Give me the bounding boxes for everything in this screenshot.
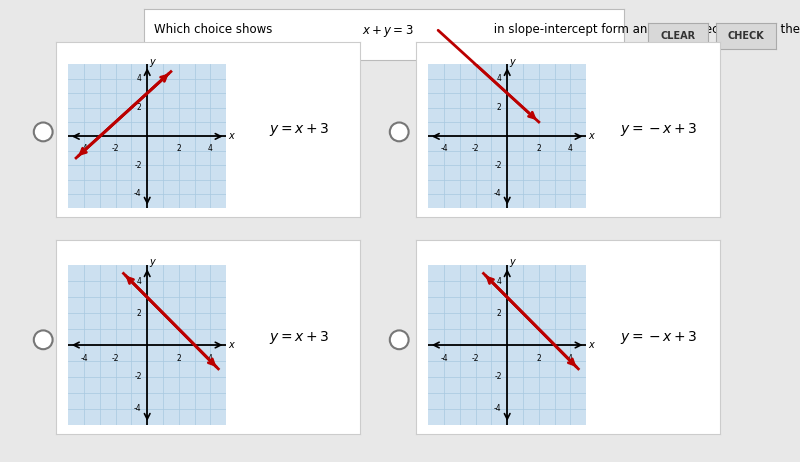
Text: 4: 4 bbox=[568, 144, 573, 153]
Text: 2: 2 bbox=[497, 309, 502, 318]
Text: -2: -2 bbox=[494, 372, 502, 381]
Circle shape bbox=[34, 330, 53, 349]
Text: -4: -4 bbox=[440, 354, 448, 363]
Text: 2: 2 bbox=[137, 103, 142, 112]
Text: in slope-intercept form and the correct graph of the: in slope-intercept form and the correct … bbox=[490, 24, 800, 36]
Text: 2: 2 bbox=[537, 144, 541, 153]
Text: -2: -2 bbox=[134, 372, 142, 381]
Text: -2: -2 bbox=[494, 161, 502, 170]
Text: -4: -4 bbox=[80, 144, 88, 153]
Text: x: x bbox=[588, 340, 594, 350]
Circle shape bbox=[34, 122, 53, 141]
Text: 2: 2 bbox=[497, 103, 502, 112]
Text: $y = x + 3$: $y = x + 3$ bbox=[269, 329, 330, 346]
Text: -2: -2 bbox=[112, 144, 119, 153]
Text: -2: -2 bbox=[472, 144, 479, 153]
Text: 4: 4 bbox=[208, 354, 213, 363]
Text: x: x bbox=[588, 131, 594, 141]
Text: -4: -4 bbox=[80, 354, 88, 363]
Text: -4: -4 bbox=[134, 404, 142, 413]
Text: 4: 4 bbox=[568, 354, 573, 363]
Text: -2: -2 bbox=[112, 354, 119, 363]
Circle shape bbox=[390, 330, 409, 349]
Text: -2: -2 bbox=[134, 161, 142, 170]
Text: 2: 2 bbox=[137, 309, 142, 318]
Text: CLEAR: CLEAR bbox=[661, 31, 695, 41]
Text: 2: 2 bbox=[177, 144, 181, 153]
Text: x: x bbox=[228, 131, 234, 141]
Text: x: x bbox=[228, 340, 234, 350]
Text: $y = -x + 3$: $y = -x + 3$ bbox=[621, 329, 698, 346]
Text: y: y bbox=[509, 56, 515, 67]
Text: 4: 4 bbox=[208, 144, 213, 153]
Text: y: y bbox=[509, 257, 515, 267]
Text: $y = x + 3$: $y = x + 3$ bbox=[269, 121, 330, 138]
Circle shape bbox=[390, 122, 409, 141]
Text: Which choice shows: Which choice shows bbox=[154, 24, 276, 36]
Text: 2: 2 bbox=[177, 354, 181, 363]
Text: -4: -4 bbox=[494, 189, 502, 199]
Text: y: y bbox=[149, 56, 155, 67]
Text: 2: 2 bbox=[537, 354, 541, 363]
Text: 4: 4 bbox=[497, 74, 502, 83]
Text: equation?: equation? bbox=[154, 53, 212, 66]
Text: y: y bbox=[149, 257, 155, 267]
Text: -4: -4 bbox=[134, 189, 142, 199]
Text: -2: -2 bbox=[472, 354, 479, 363]
Text: $x + y = 3$: $x + y = 3$ bbox=[362, 24, 414, 39]
Text: 4: 4 bbox=[137, 74, 142, 83]
Text: -4: -4 bbox=[440, 144, 448, 153]
Text: $y = -x + 3$: $y = -x + 3$ bbox=[621, 121, 698, 138]
Text: 4: 4 bbox=[497, 277, 502, 286]
Text: 4: 4 bbox=[137, 277, 142, 286]
Text: CHECK: CHECK bbox=[728, 31, 764, 41]
Text: -4: -4 bbox=[494, 404, 502, 413]
